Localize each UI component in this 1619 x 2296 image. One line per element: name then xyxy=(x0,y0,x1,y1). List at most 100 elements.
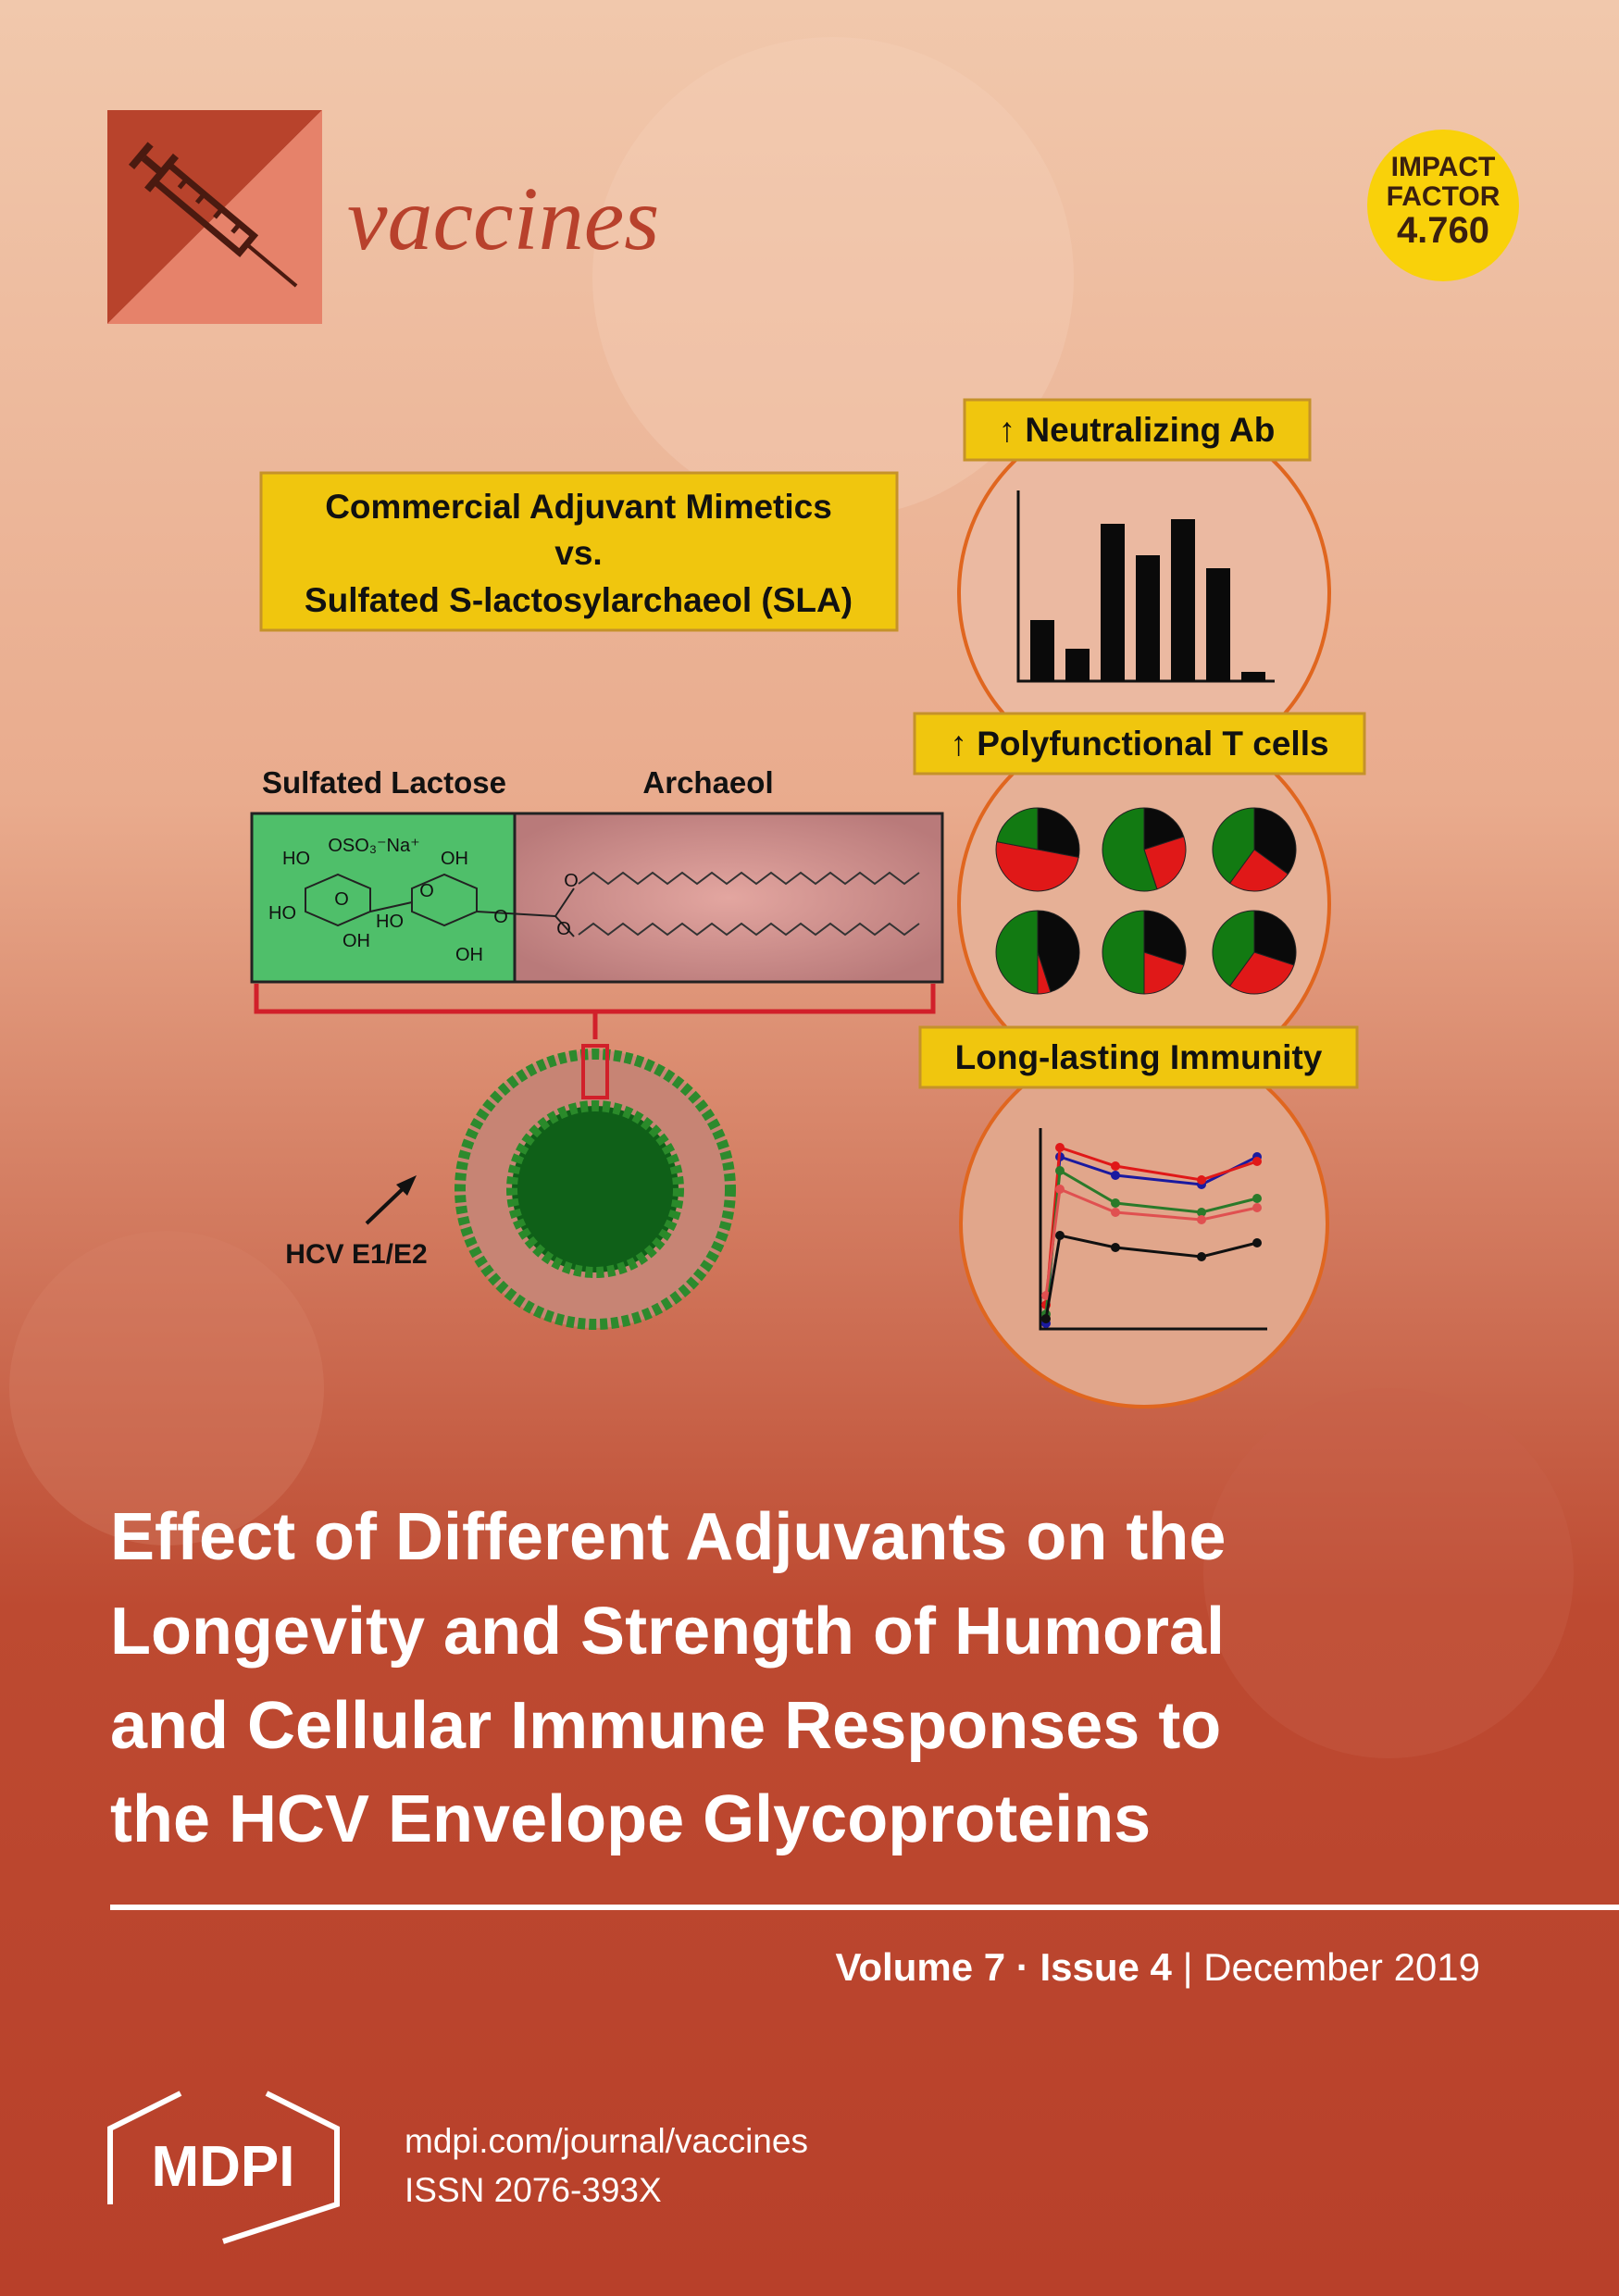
chem-label: O xyxy=(556,919,571,939)
lipid-chain xyxy=(578,871,920,886)
liposome-outer xyxy=(455,1049,736,1330)
mini-pie-wedge xyxy=(995,840,1079,891)
mini-pie-wedge xyxy=(1037,910,1080,993)
badge-value: 4.760 xyxy=(1397,210,1489,251)
mini-bar xyxy=(1136,555,1160,681)
bracket xyxy=(254,984,936,1039)
badge-circle xyxy=(1367,130,1519,281)
lactose-box xyxy=(250,812,517,984)
comparison-line: Commercial Adjuvant Mimetics xyxy=(325,488,832,526)
mini-bar xyxy=(1065,649,1090,681)
impact-factor-badge: IMPACT FACTOR 4.760 xyxy=(1367,130,1519,281)
bokeh xyxy=(592,37,1074,518)
journal-name: vaccines xyxy=(347,169,659,269)
outcome-box xyxy=(913,712,1366,776)
mini-point xyxy=(1252,1203,1262,1212)
divider-rule xyxy=(110,1905,1619,1910)
mini-bar xyxy=(1030,620,1054,681)
graphical-abstract: Commercial Adjuvant Mimetics vs. Sulfate… xyxy=(250,398,1366,1409)
chem-label: OSO₃⁻Na⁺ xyxy=(328,836,419,856)
chem-label: OH xyxy=(441,849,468,869)
outcome-box xyxy=(963,398,1312,462)
issue: Issue 4 xyxy=(1040,1945,1172,1989)
arrow xyxy=(365,1183,409,1225)
bokeh xyxy=(9,1231,324,1545)
mini-point xyxy=(1252,1157,1262,1166)
chem-label: HO xyxy=(282,849,310,869)
bond xyxy=(476,911,556,917)
mini-bar xyxy=(1206,568,1230,681)
bokeh xyxy=(1203,1388,1574,1758)
zoom-marker xyxy=(581,1044,609,1099)
mini-point xyxy=(1197,1175,1206,1185)
divider: | xyxy=(1183,1945,1193,1989)
mini-point xyxy=(1055,1143,1065,1152)
outcome-label: ↑ Polyfunctional T cells xyxy=(950,725,1328,763)
structure-label: Sulfated Lactose xyxy=(262,765,506,800)
issn: ISSN 2076-393X xyxy=(405,2171,662,2209)
mini-point xyxy=(1197,1252,1206,1261)
journal-logo xyxy=(107,110,322,324)
chem-label: OH xyxy=(342,931,370,951)
badge-line: FACTOR xyxy=(1387,181,1501,212)
bond xyxy=(554,887,575,917)
mini-pie-wedge xyxy=(1212,910,1255,987)
arrow-head xyxy=(396,1175,417,1196)
syringe-icon xyxy=(128,142,298,288)
mini-point xyxy=(1252,1194,1262,1203)
mini-bar xyxy=(1101,524,1125,681)
journal-url: mdpi.com/journal/vaccines xyxy=(405,2122,808,2160)
article-title-line: and Cellular Immune Responses to xyxy=(110,1689,1221,1763)
lipid-chain xyxy=(578,922,920,937)
volume: Volume 7 xyxy=(836,1945,1006,1989)
chem-label: O xyxy=(419,881,434,901)
issue-line: Volume 7 · Issue 4 | December 2019 xyxy=(836,1945,1481,1989)
antigen-label: HCV E1/E2 xyxy=(285,1239,427,1270)
mini-bar xyxy=(1241,672,1265,681)
mini-point xyxy=(1111,1208,1120,1217)
bond xyxy=(554,915,575,937)
mini-point xyxy=(1055,1166,1065,1175)
mini-point xyxy=(1041,1314,1051,1323)
article-title-line: Effect of Different Adjuvants on the xyxy=(110,1500,1226,1574)
date: December 2019 xyxy=(1203,1945,1480,1989)
archaeol-box xyxy=(513,812,944,984)
comparison-line: vs. xyxy=(554,534,602,572)
mini-pie-wedge xyxy=(1253,910,1297,966)
outcome-label: ↑ Neutralizing Ab xyxy=(999,411,1276,449)
mini-pie-wedge xyxy=(1037,807,1080,859)
article-title-line: the HCV Envelope Glycoproteins xyxy=(110,1782,1151,1856)
publisher-logo: MDPI xyxy=(107,2091,340,2244)
bond xyxy=(369,901,413,912)
outcome-circle xyxy=(959,1038,1329,1409)
article-title-line: Longevity and Strength of Humoral xyxy=(110,1595,1225,1669)
logo-outline xyxy=(107,2091,182,2204)
mini-pie-wedge xyxy=(1253,807,1297,875)
chem-label: HO xyxy=(268,903,296,924)
comparison-line: Sulfated S-lactosylarchaeol (SLA) xyxy=(305,581,853,619)
badge-line: IMPACT xyxy=(1391,152,1496,182)
mini-pie-wedge xyxy=(1143,807,1185,850)
mini-point xyxy=(1111,1161,1120,1171)
chem-label: O xyxy=(334,889,349,910)
mini-point xyxy=(1197,1215,1206,1224)
mini-point xyxy=(1111,1243,1120,1252)
outcome-box xyxy=(918,1025,1359,1089)
mini-bar xyxy=(1171,519,1195,681)
mini-pie-wedge xyxy=(1102,910,1145,995)
mini-pie-wedge xyxy=(1228,951,1295,995)
mini-point xyxy=(1055,1231,1065,1240)
mini-figures xyxy=(578,490,1297,1331)
chem-label: O xyxy=(564,871,579,891)
logo-outline xyxy=(222,2091,340,2244)
mini-pie-wedge xyxy=(1102,807,1158,892)
mini-pie-wedge xyxy=(1143,836,1187,890)
mini-pie-wedge xyxy=(995,910,1039,995)
mini-pie-wedge xyxy=(1228,849,1289,892)
chemical-structure xyxy=(305,873,575,937)
mini-point xyxy=(1252,1238,1262,1247)
mini-pie-wedge xyxy=(1212,807,1255,885)
